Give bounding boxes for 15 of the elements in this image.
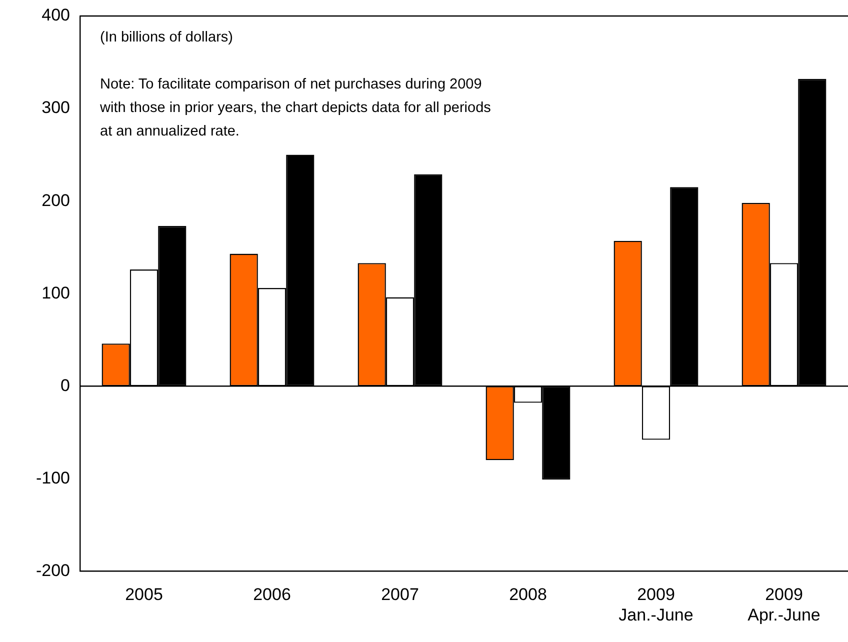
x-tick-label: 2008: [509, 585, 547, 604]
x-tick-label: 2009 Jan.-June: [618, 585, 694, 624]
annotation: Note: To facilitate comparison of net purchases during 2009 with those in prior years, the chart depicts data for all periods at an annualized rate.: [99, 76, 491, 140]
y-tick-label: 100: [42, 283, 70, 302]
y-tick-label: 400: [42, 6, 70, 25]
y-tick-label: 200: [42, 190, 70, 210]
annotation: (In billions of dollars): [100, 29, 233, 46]
y-tick-label: -200: [36, 560, 70, 580]
x-tick-label: 2005: [125, 585, 163, 604]
y-tick-label: 0: [60, 376, 70, 395]
y-tick-label: 300: [42, 98, 70, 118]
x-tick-label: 2006: [253, 585, 291, 604]
y-tick-label: -100: [36, 468, 70, 488]
x-tick-label: 2009 Apr.-June: [748, 585, 820, 624]
x-tick-label: 2007: [381, 585, 419, 604]
